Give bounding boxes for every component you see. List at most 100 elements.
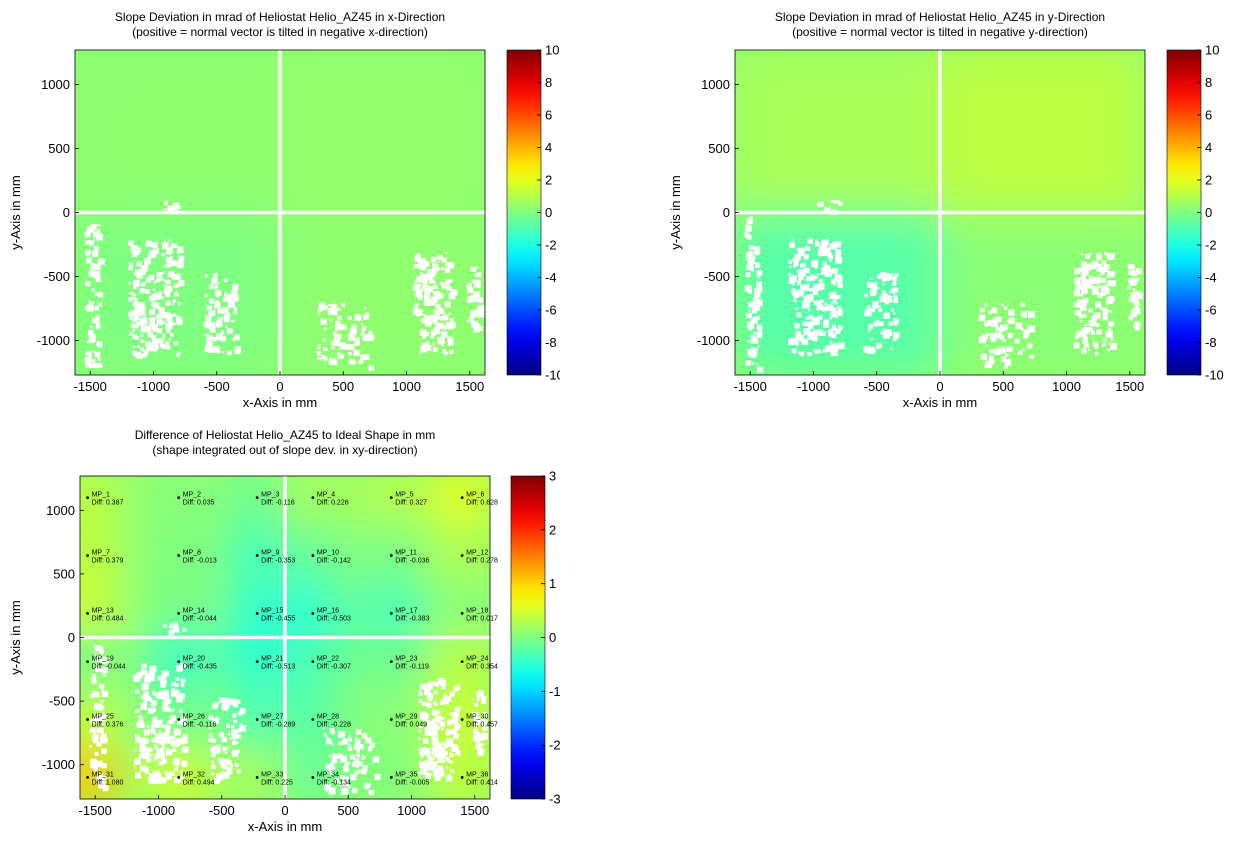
missing-data-spot bbox=[177, 261, 184, 268]
missing-data-spot bbox=[1098, 301, 1100, 303]
missing-data-spot bbox=[1027, 343, 1032, 348]
missing-data-spot bbox=[1001, 303, 1004, 306]
missing-data-spot bbox=[141, 326, 148, 333]
missing-data-spot bbox=[92, 251, 98, 257]
missing-data-spot bbox=[101, 700, 104, 703]
missing-data-spot bbox=[471, 321, 478, 328]
missing-data-spot bbox=[1111, 338, 1114, 341]
measurement-point-name: MP_30 bbox=[466, 714, 488, 721]
missing-data-spot bbox=[442, 742, 445, 745]
x-tick-label: 0 bbox=[276, 379, 283, 394]
measurement-point-diff: Diff: -0.116 bbox=[183, 722, 217, 729]
missing-data-spot bbox=[227, 351, 231, 355]
measurement-point-marker bbox=[311, 660, 314, 663]
missing-data-spot bbox=[216, 320, 222, 326]
missing-data-spot bbox=[830, 341, 833, 344]
missing-data-spot bbox=[881, 294, 888, 301]
missing-data-spot bbox=[481, 699, 486, 704]
missing-data-spot bbox=[157, 328, 162, 333]
missing-data-spot bbox=[98, 302, 102, 306]
missing-data-spot bbox=[813, 290, 818, 295]
missing-data-spot bbox=[146, 767, 149, 770]
chart-x-slope-panel: Slope Deviation in mrad of Heliostat Hel… bbox=[0, 0, 560, 415]
missing-data-spot bbox=[444, 352, 448, 356]
missing-data-spot bbox=[172, 748, 176, 752]
missing-data-spot bbox=[1098, 268, 1102, 272]
missing-data-spot bbox=[441, 727, 444, 730]
missing-data-spot bbox=[835, 252, 841, 258]
missing-data-spot bbox=[432, 733, 437, 738]
missing-data-spot bbox=[793, 265, 796, 268]
missing-data-spot bbox=[129, 332, 132, 335]
missing-data-spot bbox=[85, 281, 90, 286]
missing-data-spot bbox=[219, 697, 225, 703]
missing-data-spot bbox=[449, 340, 454, 345]
missing-data-spot bbox=[449, 350, 453, 354]
missing-data-spot bbox=[95, 306, 99, 310]
facet-region bbox=[940, 213, 1145, 376]
missing-data-spot bbox=[324, 347, 328, 351]
missing-data-spot bbox=[426, 723, 432, 729]
missing-data-spot bbox=[166, 263, 171, 268]
missing-data-spot bbox=[415, 279, 419, 283]
measurement-point-name: MP_35 bbox=[395, 771, 417, 778]
measurement-point-name: MP_26 bbox=[183, 714, 205, 721]
missing-data-spot bbox=[831, 333, 836, 338]
missing-data-spot bbox=[470, 311, 477, 318]
missing-data-spot bbox=[164, 690, 168, 694]
missing-data-spot bbox=[792, 348, 797, 353]
measurement-point-diff: Diff: -0.044 bbox=[183, 615, 217, 622]
colorbar-tick-label: 0 bbox=[1205, 205, 1212, 220]
missing-data-spot bbox=[170, 333, 174, 337]
missing-data-spot bbox=[178, 302, 181, 305]
missing-data-spot bbox=[746, 272, 751, 277]
missing-data-spot bbox=[416, 312, 420, 316]
chart-title: Slope Deviation in mrad of Heliostat Hel… bbox=[775, 10, 1105, 24]
y-tick-label: 500 bbox=[53, 566, 75, 581]
measurement-point-name: MP_33 bbox=[261, 771, 283, 778]
missing-data-spot bbox=[134, 767, 136, 769]
missing-data-spot bbox=[215, 285, 219, 289]
measurement-point-name: MP_29 bbox=[395, 714, 417, 721]
missing-data-spot bbox=[1097, 285, 1100, 288]
missing-data-spot bbox=[207, 305, 212, 310]
missing-data-spot bbox=[332, 757, 338, 763]
missing-data-spot bbox=[441, 331, 447, 337]
missing-data-spot bbox=[340, 775, 344, 779]
missing-data-spot bbox=[1021, 302, 1025, 306]
missing-data-spot bbox=[173, 314, 176, 317]
missing-data-spot bbox=[1079, 315, 1082, 318]
missing-data-spot bbox=[234, 334, 240, 340]
colorbar bbox=[507, 50, 541, 375]
missing-data-spot bbox=[794, 323, 799, 328]
missing-data-spot bbox=[434, 691, 437, 694]
missing-data-spot bbox=[838, 326, 842, 330]
missing-data-spot bbox=[891, 309, 894, 312]
missing-data-spot bbox=[883, 283, 885, 285]
x-tick-label: 0 bbox=[936, 379, 943, 394]
missing-data-spot bbox=[85, 250, 91, 256]
missing-data-spot bbox=[808, 309, 810, 311]
missing-data-spot bbox=[86, 357, 92, 363]
missing-data-spot bbox=[163, 694, 169, 700]
missing-data-spot bbox=[823, 249, 829, 255]
missing-data-spot bbox=[745, 225, 752, 232]
missing-data-spot bbox=[240, 708, 246, 714]
missing-data-spot bbox=[471, 267, 476, 272]
missing-data-spot bbox=[837, 311, 839, 313]
missing-data-spot bbox=[152, 335, 156, 339]
colorbar-tick-label: -8 bbox=[545, 335, 557, 350]
missing-data-spot bbox=[141, 669, 144, 672]
missing-data-spot bbox=[1088, 349, 1090, 351]
missing-data-spot bbox=[318, 313, 320, 315]
missing-data-spot bbox=[456, 750, 461, 755]
missing-data-spot bbox=[833, 327, 836, 330]
missing-data-spot bbox=[817, 203, 821, 207]
y-tick-label: -1000 bbox=[37, 333, 70, 348]
missing-data-spot bbox=[98, 224, 101, 227]
missing-data-spot bbox=[825, 346, 828, 349]
colorbar-tick-label: 2 bbox=[545, 173, 552, 188]
missing-data-spot bbox=[365, 313, 369, 317]
missing-data-spot bbox=[174, 729, 177, 732]
missing-data-spot bbox=[348, 316, 352, 320]
